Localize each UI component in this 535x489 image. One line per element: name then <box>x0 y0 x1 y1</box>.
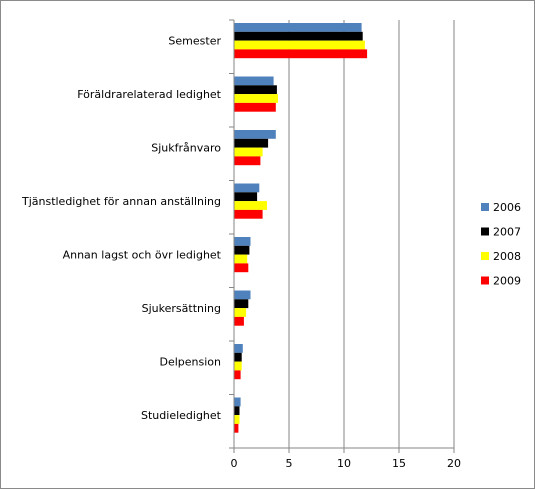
category-label: Semester <box>168 35 221 48</box>
bar-2008 <box>234 308 247 317</box>
axes <box>229 19 455 453</box>
bar-2006 <box>234 290 251 300</box>
category-label: Studieledighet <box>141 409 222 422</box>
bar-2008 <box>234 94 278 103</box>
legend-swatch-2006 <box>481 203 489 211</box>
bar-2008 <box>234 201 267 210</box>
bar-2008 <box>234 415 240 424</box>
legend-label: 2008 <box>493 250 521 263</box>
bar-2009 <box>234 49 368 59</box>
category-label: Annan lagst och övr ledighet <box>63 249 222 262</box>
x-tick-label: 5 <box>286 457 293 470</box>
gridlines <box>288 20 455 448</box>
bar-2007 <box>234 352 242 362</box>
bar-2007 <box>234 138 269 148</box>
category-label: Delpension <box>159 356 221 369</box>
legend-label: 2007 <box>493 226 521 239</box>
bar-2008 <box>234 254 248 264</box>
bar-2006 <box>234 344 243 353</box>
bar-2007 <box>234 299 249 309</box>
bar-2006 <box>234 130 276 139</box>
bar-2007 <box>234 192 258 202</box>
category-labels: Semester Föräldrarelaterad ledighet Sjukfr… <box>21 35 222 423</box>
legend-label: 2006 <box>493 201 521 214</box>
legend-swatch-2007 <box>481 227 489 236</box>
category-label: Sjukfrånvaro <box>151 142 221 155</box>
bar-2009 <box>234 263 249 273</box>
legend-swatch-2008 <box>481 252 489 260</box>
legend: 2006 2007 2008 2009 <box>481 201 521 288</box>
bar-2007 <box>234 245 250 255</box>
bar-2009 <box>234 423 239 433</box>
bar-2006 <box>234 397 241 407</box>
bar-2009 <box>234 316 244 326</box>
bar-2009 <box>234 209 263 219</box>
bar-2007 <box>234 31 363 41</box>
x-tick-label: 0 <box>231 457 238 470</box>
x-tick-label: 20 <box>447 457 461 470</box>
category-label: Sjukersättning <box>142 302 221 315</box>
bar-2006 <box>234 237 251 246</box>
bar-2006 <box>234 23 362 32</box>
bar-2009 <box>234 102 276 112</box>
x-tick-label: 15 <box>392 457 406 470</box>
bars <box>234 23 368 433</box>
legend-label: 2009 <box>493 275 521 288</box>
bar-2008 <box>234 147 263 157</box>
bar-2009 <box>234 156 261 166</box>
bar-2006 <box>234 76 274 86</box>
category-label: Föräldrarelaterad ledighet <box>77 88 221 101</box>
legend-swatch-2009 <box>481 276 489 285</box>
x-tick-label: 10 <box>337 457 351 470</box>
category-label: Tjänstledighet för annan anställning <box>21 195 221 208</box>
bar-2009 <box>234 370 241 380</box>
bar-2008 <box>234 361 242 371</box>
bar-2008 <box>234 40 365 50</box>
bar-2007 <box>234 85 277 95</box>
x-tick-labels: 0 5 10 15 20 <box>231 457 462 470</box>
bar-2007 <box>234 406 240 416</box>
bar-2006 <box>234 183 260 193</box>
